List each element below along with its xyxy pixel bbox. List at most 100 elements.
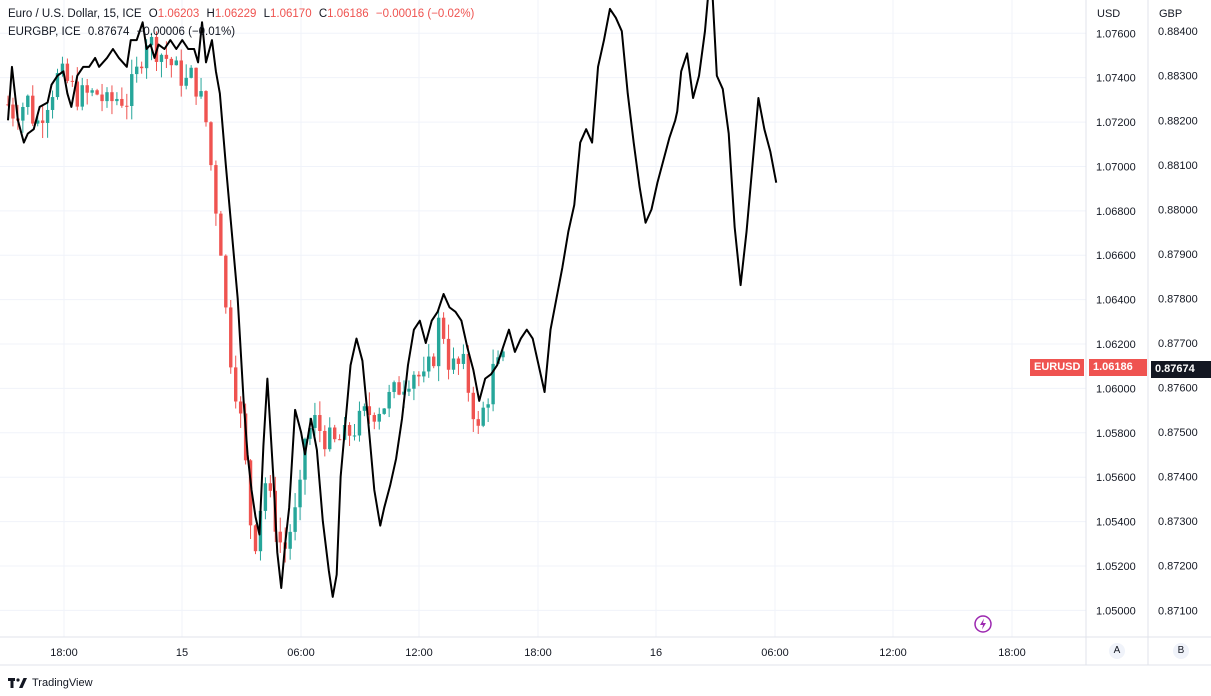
eurusd-legend: Euro / U.S. Dollar, 15, ICE O1.06203 H1.… bbox=[8, 8, 478, 20]
eurgbp-value: 0.87674 bbox=[87, 26, 130, 38]
candle-body bbox=[446, 338, 451, 370]
high-value: 1.06229 bbox=[214, 8, 257, 20]
time-tick-label: 15 bbox=[176, 647, 188, 659]
candle-body bbox=[50, 97, 55, 110]
high-label: H bbox=[206, 8, 215, 20]
candle-body bbox=[229, 307, 233, 368]
candle-body bbox=[100, 94, 104, 102]
candle-body bbox=[293, 507, 297, 532]
candle-body bbox=[466, 353, 471, 393]
usd-tick-label: 1.05800 bbox=[1096, 428, 1136, 440]
candle-body bbox=[164, 54, 169, 59]
candle-body bbox=[115, 98, 119, 102]
gbp-tick-label: 0.87400 bbox=[1158, 472, 1198, 484]
candle-body bbox=[372, 415, 376, 422]
eurgbp-symbol: EURGBP, ICE bbox=[8, 26, 81, 38]
eurusd-change: −0.00016 (−0.02%) bbox=[375, 8, 475, 20]
candle-body bbox=[11, 104, 15, 119]
candle-body bbox=[288, 531, 292, 549]
eurusd-symbol: Euro / U.S. Dollar, 15, ICE bbox=[8, 8, 142, 20]
candle-body bbox=[318, 415, 322, 431]
usd-price-axis: 1.07600 1.07400 1.07200 1.07000 1.06800 1.066… bbox=[1096, 28, 1136, 617]
candle-body bbox=[219, 213, 223, 256]
candle-body bbox=[174, 60, 178, 66]
candle-body bbox=[337, 439, 342, 441]
candle-body bbox=[90, 90, 94, 93]
candle-body bbox=[392, 382, 396, 392]
candle-body bbox=[75, 81, 79, 107]
candle-body bbox=[486, 404, 490, 408]
candle-body bbox=[130, 74, 134, 106]
candle-body bbox=[367, 406, 372, 416]
gbp-tick-label: 0.88200 bbox=[1158, 115, 1198, 127]
candle-body bbox=[412, 374, 416, 389]
gbp-tick-label: 0.87100 bbox=[1158, 605, 1198, 617]
usd-tick-label: 1.05000 bbox=[1096, 605, 1136, 617]
gbp-tick-label: 0.88100 bbox=[1158, 160, 1198, 172]
usd-tick-label: 1.07600 bbox=[1096, 28, 1136, 40]
candle-body bbox=[85, 85, 89, 93]
candle-body bbox=[357, 410, 362, 436]
candle-body bbox=[80, 85, 84, 107]
candle-body bbox=[491, 363, 495, 405]
candle-body bbox=[481, 407, 485, 426]
candle-body bbox=[303, 438, 307, 480]
gbp-tick-label: 0.87600 bbox=[1158, 383, 1198, 395]
candle-body bbox=[397, 382, 401, 395]
candle-body bbox=[159, 54, 164, 62]
candle-body bbox=[209, 122, 213, 166]
candle-body bbox=[501, 351, 505, 358]
time-axis: 18:00 15 06:00 12:00 18:00 16 06:00 12:00 18:00 bbox=[50, 647, 1026, 659]
candle-body bbox=[184, 77, 188, 86]
usd-tick-label: 1.05200 bbox=[1096, 561, 1136, 573]
gbp-tick-label: 0.87300 bbox=[1158, 516, 1198, 528]
candle-body bbox=[382, 408, 386, 414]
candle-body bbox=[105, 92, 109, 102]
eurusd-candles bbox=[6, 31, 505, 563]
candle-body bbox=[139, 66, 144, 69]
candle-body bbox=[60, 63, 65, 74]
candle-body bbox=[347, 425, 352, 436]
log-scale-button[interactable]: B bbox=[1173, 643, 1189, 659]
candle-body bbox=[441, 317, 446, 339]
eurusd-price-tag: 1.06186 bbox=[1089, 359, 1147, 376]
usd-tick-label: 1.06800 bbox=[1096, 206, 1136, 218]
low-value: 1.06170 bbox=[270, 8, 312, 20]
candle-body bbox=[55, 73, 60, 98]
usd-tick-label: 1.06200 bbox=[1096, 339, 1136, 351]
usd-tick-label: 1.07000 bbox=[1096, 161, 1136, 173]
close-value: 1.06186 bbox=[327, 8, 369, 20]
candle-body bbox=[125, 105, 129, 107]
candle-body bbox=[179, 60, 183, 86]
lightning-icon[interactable] bbox=[974, 615, 992, 633]
usd-unit-label: USD bbox=[1097, 8, 1121, 20]
tradingview-logo-icon[interactable] bbox=[8, 677, 28, 689]
candle-body bbox=[476, 419, 480, 426]
open-value: 1.06203 bbox=[157, 8, 200, 20]
candle-body bbox=[352, 435, 357, 437]
candle-body bbox=[248, 460, 253, 526]
time-tick-label: 12:00 bbox=[879, 647, 907, 659]
gbp-tick-label: 0.88000 bbox=[1158, 204, 1198, 216]
close-label: C bbox=[318, 8, 328, 20]
candle-body bbox=[36, 120, 40, 124]
candle-body bbox=[169, 58, 174, 66]
candle-body bbox=[436, 317, 441, 367]
usd-tick-label: 1.06600 bbox=[1096, 250, 1136, 262]
candle-body bbox=[199, 91, 203, 97]
candle-body bbox=[120, 98, 124, 106]
candle-body bbox=[26, 95, 30, 108]
gbp-tick-label: 0.88400 bbox=[1158, 26, 1198, 38]
candle-body bbox=[377, 413, 381, 422]
gbp-unit-label: GBP bbox=[1159, 8, 1183, 20]
candle-body bbox=[387, 391, 391, 409]
low-label: L bbox=[263, 8, 271, 20]
time-tick-label: 12:00 bbox=[405, 647, 433, 659]
auto-scale-button[interactable]: A bbox=[1109, 643, 1125, 659]
candle-body bbox=[432, 356, 436, 367]
candle-body bbox=[189, 67, 193, 78]
gbp-tick-label: 0.87700 bbox=[1158, 338, 1198, 350]
time-tick-label: 06:00 bbox=[761, 647, 789, 659]
candle-body bbox=[204, 91, 208, 123]
